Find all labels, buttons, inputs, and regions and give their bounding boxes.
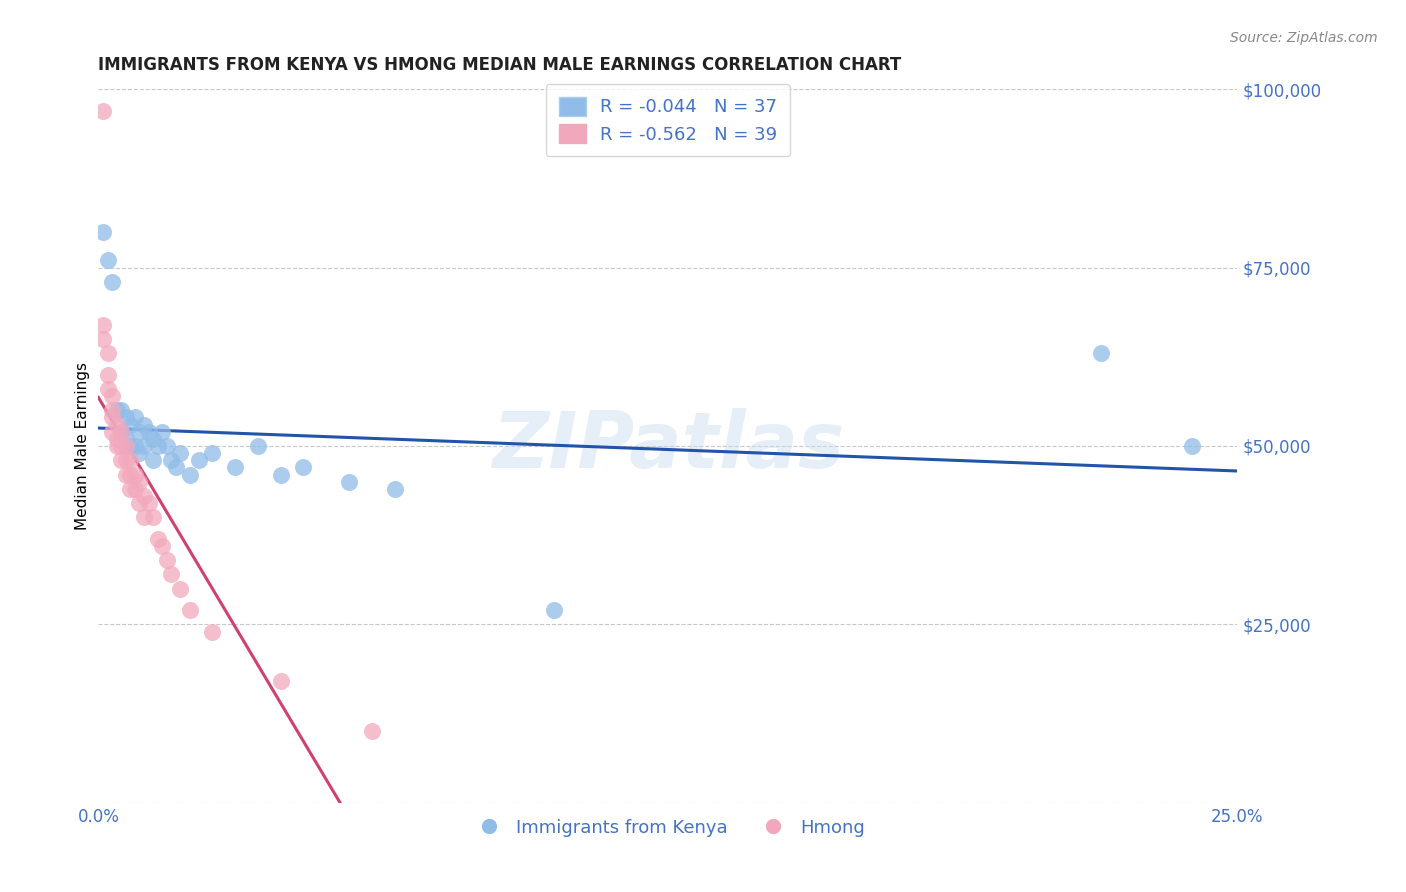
Point (132, 417, 155, 432)
Point (101, 425, 124, 439)
Point (101, 403, 124, 417)
Point (179, 603, 201, 617)
Point (142, 453, 165, 467)
Point (105, 432, 128, 446)
Point (292, 460, 315, 475)
Point (543, 603, 565, 617)
Point (110, 439, 132, 453)
Y-axis label: Median Male Earnings: Median Male Earnings (75, 362, 90, 530)
Point (110, 425, 132, 439)
Point (114, 410, 136, 425)
Point (114, 467, 136, 482)
Point (91, 318, 114, 332)
Point (110, 403, 132, 417)
Point (165, 460, 187, 475)
Point (201, 624, 224, 639)
Point (105, 417, 128, 432)
Point (128, 496, 150, 510)
Point (114, 439, 136, 453)
Point (96, 346, 118, 360)
Point (96, 368, 118, 382)
Point (142, 510, 165, 524)
Point (101, 410, 124, 425)
Text: IMMIGRANTS FROM KENYA VS HMONG MEDIAN MALE EARNINGS CORRELATION CHART: IMMIGRANTS FROM KENYA VS HMONG MEDIAN MA… (98, 56, 901, 74)
Point (150, 539, 173, 553)
Point (128, 475, 150, 489)
Point (1181, 439, 1204, 453)
Point (132, 439, 155, 453)
Point (146, 532, 169, 546)
Legend: Immigrants from Kenya, Hmong: Immigrants from Kenya, Hmong (464, 812, 872, 844)
Point (142, 432, 165, 446)
Point (96, 382, 118, 396)
Point (337, 475, 360, 489)
Point (96, 253, 118, 268)
Point (160, 453, 183, 467)
Point (120, 467, 142, 482)
Point (114, 432, 136, 446)
Point (105, 403, 128, 417)
Point (146, 439, 169, 453)
Point (156, 553, 179, 567)
Point (120, 482, 142, 496)
Point (246, 439, 269, 453)
Point (91, 103, 114, 118)
Point (128, 425, 150, 439)
Point (128, 446, 150, 460)
Point (124, 410, 146, 425)
Text: Source: ZipAtlas.com: Source: ZipAtlas.com (1230, 31, 1378, 45)
Point (91, 332, 114, 346)
Point (224, 460, 246, 475)
Point (169, 446, 191, 460)
Point (91, 225, 114, 239)
Point (110, 425, 132, 439)
Point (160, 567, 183, 582)
Point (124, 467, 146, 482)
Point (132, 489, 155, 503)
Point (187, 453, 209, 467)
Point (384, 482, 406, 496)
Point (114, 453, 136, 467)
Point (124, 482, 146, 496)
Point (1090, 346, 1112, 360)
Point (101, 275, 124, 289)
Point (150, 425, 173, 439)
Point (120, 453, 142, 467)
Point (138, 496, 160, 510)
Point (179, 467, 201, 482)
Point (169, 582, 191, 596)
Point (138, 425, 160, 439)
Point (270, 674, 292, 689)
Point (360, 724, 382, 739)
Point (120, 417, 142, 432)
Point (124, 439, 146, 453)
Point (201, 446, 224, 460)
Point (105, 439, 128, 453)
Point (270, 467, 292, 482)
Point (110, 453, 132, 467)
Point (101, 389, 124, 403)
Point (156, 439, 179, 453)
Text: ZIPatlas: ZIPatlas (492, 408, 844, 484)
Point (132, 510, 155, 524)
Point (120, 439, 142, 453)
